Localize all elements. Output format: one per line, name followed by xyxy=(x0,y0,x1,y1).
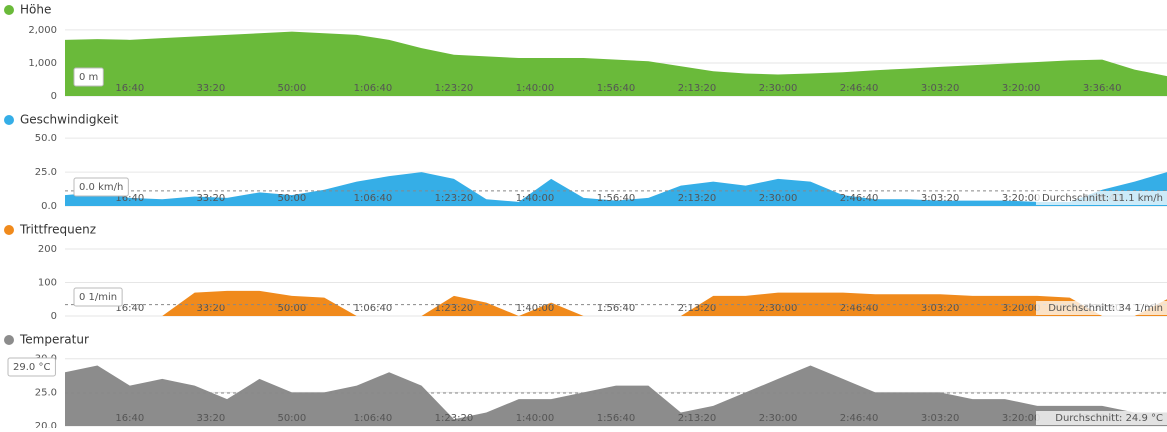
x-tick-label: 33:20 xyxy=(196,193,225,204)
y-tick-label: 20.0 xyxy=(35,421,57,428)
legend-marker xyxy=(4,115,14,125)
x-tick-label: 1:06:40 xyxy=(354,193,393,204)
x-tick-label: 3:20:00 xyxy=(1002,413,1041,424)
x-tick-label: 2:13:20 xyxy=(678,413,717,424)
x-tick-label: 3:36:40 xyxy=(1083,83,1122,94)
x-tick-label: 2:46:40 xyxy=(840,83,879,94)
average-label: Durchschnitt: 24.9 °C xyxy=(1055,413,1163,424)
x-tick-label: 1:56:40 xyxy=(597,193,636,204)
x-tick-label: 1:06:40 xyxy=(354,83,393,94)
x-tick-label: 1:40:00 xyxy=(516,193,555,204)
legend-label: Trittfrequenz xyxy=(19,223,96,237)
cursor-label: 29.0 °C xyxy=(13,362,50,373)
x-tick-label: 33:20 xyxy=(196,413,225,424)
x-tick-label: 1:06:40 xyxy=(354,413,393,424)
x-tick-label: 33:20 xyxy=(196,83,225,94)
x-tick-label: 3:03:20 xyxy=(921,303,960,314)
x-tick-label: 3:03:20 xyxy=(921,193,960,204)
x-tick-label: 1:56:40 xyxy=(597,83,636,94)
legend-label: Geschwindigkeit xyxy=(20,113,119,127)
y-tick-label: 0 xyxy=(51,91,57,102)
x-tick-label: 1:23:20 xyxy=(435,193,474,204)
x-tick-label: 2:13:20 xyxy=(678,303,717,314)
x-tick-label: 2:13:20 xyxy=(678,83,717,94)
y-tick-label: 1,000 xyxy=(28,58,57,69)
x-tick-label: 2:46:40 xyxy=(840,193,879,204)
legend-marker xyxy=(4,5,14,15)
x-tick-label: 16:40 xyxy=(115,413,144,424)
cursor-label: 0 1/min xyxy=(79,292,117,303)
cursor-label-box xyxy=(73,287,123,307)
x-tick-label: 3:20:00 xyxy=(1002,303,1041,314)
cursor-label-box xyxy=(73,67,104,87)
x-tick-label: 3:03:20 xyxy=(921,83,960,94)
x-tick-label: 2:13:20 xyxy=(678,193,717,204)
x-tick-label: 1:40:00 xyxy=(516,303,555,314)
legend-label: Temperatur xyxy=(19,333,89,347)
x-tick-label: 50:00 xyxy=(277,413,306,424)
x-tick-label: 1:23:20 xyxy=(435,303,474,314)
average-label: Durchschnitt: 34 1/min xyxy=(1048,303,1163,314)
x-tick-label: 16:40 xyxy=(115,83,144,94)
x-tick-label: 1:23:20 xyxy=(435,413,474,424)
x-tick-label: 50:00 xyxy=(277,193,306,204)
x-tick-label: 1:40:00 xyxy=(516,413,555,424)
x-tick-label: 50:00 xyxy=(277,303,306,314)
x-tick-label: 1:56:40 xyxy=(597,303,636,314)
x-tick-label: 1:40:00 xyxy=(516,83,555,94)
x-tick-label: 2:30:00 xyxy=(759,413,798,424)
area xyxy=(65,290,1167,316)
x-tick-label: 2:46:40 xyxy=(840,303,879,314)
legend-marker xyxy=(4,335,14,345)
cursor-label-box xyxy=(7,357,56,377)
y-tick-label: 25.0 xyxy=(35,387,57,398)
average-label-bg xyxy=(1036,411,1167,425)
cursor-label-box xyxy=(73,177,129,197)
cursor-label: 0 m xyxy=(79,72,98,83)
x-tick-label: 2:30:00 xyxy=(759,83,798,94)
x-tick-label: 33:20 xyxy=(196,303,225,314)
x-tick-label: 16:40 xyxy=(115,303,144,314)
y-tick-label: 0.0 xyxy=(41,201,57,212)
average-label: Durchschnitt: 11.1 km/h xyxy=(1042,193,1163,204)
y-tick-label: 200 xyxy=(38,244,57,255)
x-tick-label: 2:46:40 xyxy=(840,413,879,424)
x-tick-label: 1:56:40 xyxy=(597,413,636,424)
y-tick-label: 50.0 xyxy=(35,133,57,144)
area xyxy=(65,31,1167,97)
y-tick-label: 0 xyxy=(51,311,57,322)
average-label-bg xyxy=(1036,301,1167,315)
x-tick-label: 3:03:20 xyxy=(921,413,960,424)
y-tick-label: 2,000 xyxy=(28,25,57,36)
legend-label: Höhe xyxy=(20,3,51,17)
y-tick-label: 25.0 xyxy=(35,167,57,178)
x-tick-label: 16:40 xyxy=(115,193,144,204)
x-tick-label: 3:20:00 xyxy=(1002,83,1041,94)
legend-marker xyxy=(4,225,14,235)
area xyxy=(65,172,1167,206)
x-tick-label: 2:30:00 xyxy=(759,303,798,314)
average-label-bg xyxy=(1036,191,1167,205)
x-tick-label: 50:00 xyxy=(277,83,306,94)
y-tick-label: 100 xyxy=(38,278,57,289)
x-tick-label: 1:06:40 xyxy=(354,303,393,314)
x-tick-label: 1:23:20 xyxy=(435,83,474,94)
area xyxy=(65,365,1167,426)
x-tick-label: 3:20:00 xyxy=(1002,193,1041,204)
cursor-label: 0.0 km/h xyxy=(79,182,123,193)
x-tick-label: 2:30:00 xyxy=(759,193,798,204)
